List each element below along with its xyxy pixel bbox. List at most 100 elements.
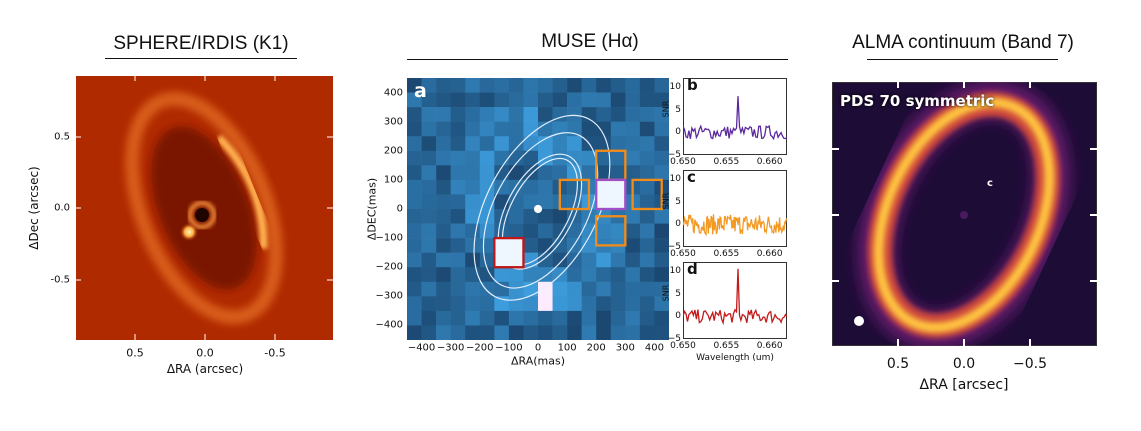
image-pixel xyxy=(610,296,626,312)
image-pixel xyxy=(494,281,510,297)
image-pixel xyxy=(450,78,466,93)
y-axis-label: SNR xyxy=(661,284,671,301)
image-pixel xyxy=(610,223,626,239)
image-pixel xyxy=(538,165,553,181)
muse-image xyxy=(407,78,669,340)
image-pixel xyxy=(450,223,466,239)
image-pixel xyxy=(523,107,539,122)
image-pixel xyxy=(596,107,612,122)
image-pixel xyxy=(523,209,539,224)
image-pixel xyxy=(639,150,655,166)
image-pixel xyxy=(639,209,655,224)
image-pixel xyxy=(523,325,539,340)
image-pixel xyxy=(639,296,655,312)
image-pixel xyxy=(639,238,655,253)
image-pixel xyxy=(465,179,481,195)
image-pixel xyxy=(494,107,510,122)
image-pixel xyxy=(552,78,568,93)
image-pixel xyxy=(552,209,568,224)
image-pixel xyxy=(479,121,495,137)
image-pixel xyxy=(407,107,422,122)
image-pixel xyxy=(596,165,612,181)
image-pixel xyxy=(581,238,597,253)
image-pixel xyxy=(479,92,495,108)
image-pixel xyxy=(538,209,553,224)
image-pixel xyxy=(610,252,626,268)
image-pixel xyxy=(421,92,437,108)
image-pixel xyxy=(596,296,612,312)
image-pixel xyxy=(639,267,655,283)
image-pixel xyxy=(654,121,669,137)
image-pixel xyxy=(596,325,612,340)
image-pixel xyxy=(625,310,641,326)
image-pixel xyxy=(436,267,451,283)
x-tick: 0.660 xyxy=(756,341,783,351)
image-pixel xyxy=(523,296,539,312)
image-pixel xyxy=(538,281,553,297)
title-underline xyxy=(407,59,788,61)
image-pixel xyxy=(436,179,451,195)
image-pixel xyxy=(552,136,568,152)
image-pixel xyxy=(581,325,597,340)
image-pixel xyxy=(654,267,669,283)
beam-icon xyxy=(854,316,864,326)
image-pixel xyxy=(610,325,626,340)
image-pixel xyxy=(450,209,466,224)
y-tick: −5 xyxy=(667,150,681,160)
disk-contour xyxy=(473,114,611,301)
image-pixel xyxy=(654,310,669,326)
image-pixel xyxy=(538,238,553,253)
image-pixel xyxy=(538,223,553,239)
image-pixel xyxy=(654,296,669,312)
image-pixel xyxy=(552,296,568,312)
image-pixel xyxy=(538,107,553,122)
image-pixel xyxy=(407,165,422,181)
panel-label-b: b xyxy=(687,76,698,94)
image-pixel xyxy=(654,281,669,297)
image-pixel xyxy=(479,150,495,166)
image-pixel xyxy=(450,165,466,181)
image-pixel xyxy=(479,223,495,239)
image-pixel xyxy=(538,296,553,312)
title-underline xyxy=(867,59,1058,61)
image-pixel xyxy=(479,194,495,210)
image-pixel xyxy=(494,136,510,152)
image-pixel xyxy=(508,310,524,326)
image-pixel xyxy=(625,136,641,152)
image-pixel xyxy=(654,107,669,122)
image-pixel xyxy=(494,223,510,239)
image-pixel xyxy=(567,223,582,239)
image-pixel xyxy=(494,267,510,283)
image-pixel xyxy=(581,121,597,137)
image-pixel xyxy=(479,107,495,122)
y-tick: -0.5 xyxy=(50,274,70,286)
image-pixel xyxy=(567,92,582,108)
image-pixel xyxy=(567,107,582,122)
image-pixel xyxy=(625,150,641,166)
y-tick: 10 xyxy=(669,174,681,185)
reference-aperture-box xyxy=(595,215,627,247)
image-pixel xyxy=(639,136,655,152)
image-pixel xyxy=(552,310,568,326)
image-pixel xyxy=(581,223,597,239)
image-pixel xyxy=(436,325,451,340)
image-pixel xyxy=(450,150,466,166)
image-pixel xyxy=(479,310,495,326)
y-tick: 10 xyxy=(669,82,681,93)
image-pixel xyxy=(465,165,481,181)
alma-annotation: PDS 70 symmetric xyxy=(840,92,995,110)
y-tick: 200 xyxy=(383,145,403,157)
image-pixel xyxy=(436,92,451,108)
y-tick: 0.5 xyxy=(54,131,70,143)
image-pixel xyxy=(421,78,437,93)
image-pixel xyxy=(465,296,481,312)
image-pixel xyxy=(421,194,437,210)
image-pixel xyxy=(654,223,669,239)
image-pixel xyxy=(407,252,422,268)
image-pixel xyxy=(465,252,481,268)
image-pixel xyxy=(610,92,626,108)
image-pixel xyxy=(407,267,422,283)
sphere-image xyxy=(76,76,333,340)
image-pixel xyxy=(479,325,495,340)
image-pixel xyxy=(494,150,510,166)
